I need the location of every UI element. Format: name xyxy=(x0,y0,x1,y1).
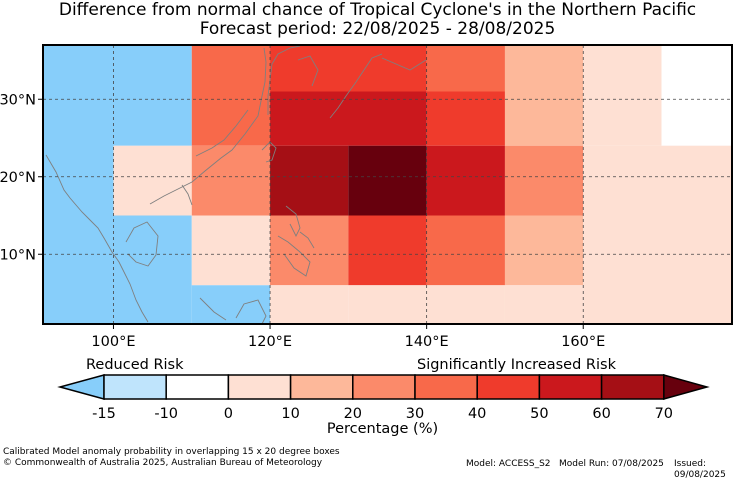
latitude-label: 20°N xyxy=(0,170,36,186)
colorbar-swatch xyxy=(227,374,292,400)
colorbar-tick-label: 60 xyxy=(592,406,611,422)
colorbar-swatch xyxy=(289,374,354,400)
colorbar-swatch xyxy=(600,374,665,400)
map-frame xyxy=(42,44,733,325)
probability-cell xyxy=(113,215,192,324)
probability-cell xyxy=(113,45,192,146)
probability-cell xyxy=(270,145,349,216)
longitude-tick-labels: 100°E 120°E 140°E 160°E xyxy=(91,334,605,350)
colorbar-tick-label: 0 xyxy=(223,406,234,422)
copyright: © Commonwealth of Australia 2025, Austra… xyxy=(3,458,323,468)
latitude-tick-labels: 10°N 20°N 30°N xyxy=(0,92,36,263)
colorbar xyxy=(57,374,710,400)
probability-cell xyxy=(661,145,732,216)
anomaly-map: 100°E 120°E 140°E 160°E 10°N 20°N 30°N xyxy=(0,44,733,400)
probability-cell xyxy=(348,145,427,216)
probability-cell xyxy=(191,145,271,216)
probability-cell xyxy=(348,215,427,286)
map-title: Difference from normal chance of Tropica… xyxy=(58,0,697,20)
longitude-label: 140°E xyxy=(405,334,449,350)
graticule xyxy=(38,45,732,329)
colorbar-swatch xyxy=(538,374,603,400)
longitude-label: 100°E xyxy=(91,334,135,350)
probability-cell xyxy=(504,145,584,216)
colorbar-tick-label: -10 xyxy=(154,406,179,422)
probability-cell xyxy=(191,215,271,286)
probability-cells xyxy=(43,45,732,324)
forecast-period: Forecast period: 22/08/2025 - 28/08/2025 xyxy=(199,19,556,39)
probability-cell xyxy=(191,45,271,146)
colorbar-tick-label: -15 xyxy=(92,406,116,422)
colorbar-tick-label: 40 xyxy=(467,406,487,422)
probability-cell xyxy=(348,285,427,324)
probability-cell xyxy=(426,91,505,146)
colorbar-under-arrow xyxy=(57,374,105,400)
colorbar-tick-label: 30 xyxy=(405,406,425,422)
colorbar-tick-label: 70 xyxy=(654,406,674,422)
colorbar-tick-label: 20 xyxy=(343,406,363,422)
model-run: Model Run: 07/08/2025 xyxy=(559,459,664,469)
latitude-label: 10°N xyxy=(0,247,36,263)
probability-cell xyxy=(270,215,349,286)
probability-cell xyxy=(43,45,114,324)
colorbar-swatch xyxy=(414,374,478,400)
colorbar-over-arrow xyxy=(663,374,710,400)
footnote: Calibrated Model anomaly probability in … xyxy=(3,447,340,457)
probability-cell xyxy=(270,45,427,92)
probability-cell xyxy=(583,45,662,146)
colorbar-tick-label: 10 xyxy=(281,406,300,422)
colorbar-swatch xyxy=(476,374,541,400)
colorbar-swatch xyxy=(103,374,167,400)
probability-cell xyxy=(426,145,505,216)
longitude-label: 160°E xyxy=(561,334,605,350)
issued-date: Issued: 09/08/2025 xyxy=(674,459,726,480)
probability-cell xyxy=(504,285,584,324)
probability-cell xyxy=(270,285,349,324)
increased-risk-label: Significantly Increased Risk xyxy=(417,357,616,373)
longitude-label: 120°E xyxy=(248,334,292,350)
coastline-sketch xyxy=(45,45,427,325)
latitude-label: 30°N xyxy=(0,92,36,108)
probability-cell xyxy=(426,285,505,324)
probability-cell xyxy=(191,285,271,324)
colorbar-swatch xyxy=(165,374,230,400)
colorbar-axis-label: Percentage (%) xyxy=(326,421,439,437)
probability-cell xyxy=(426,45,505,92)
probability-cell xyxy=(504,45,584,146)
probability-cell xyxy=(113,145,192,216)
probability-cell xyxy=(661,45,732,146)
colorbar-tick-label: 50 xyxy=(530,406,549,422)
probability-cell xyxy=(504,215,584,286)
model-name: Model: ACCESS_S2 xyxy=(466,459,551,469)
probability-cell xyxy=(426,215,505,286)
colorbar-swatch xyxy=(352,374,416,400)
probability-cell xyxy=(270,91,427,146)
reduced-risk-label: Reduced Risk xyxy=(86,357,184,373)
